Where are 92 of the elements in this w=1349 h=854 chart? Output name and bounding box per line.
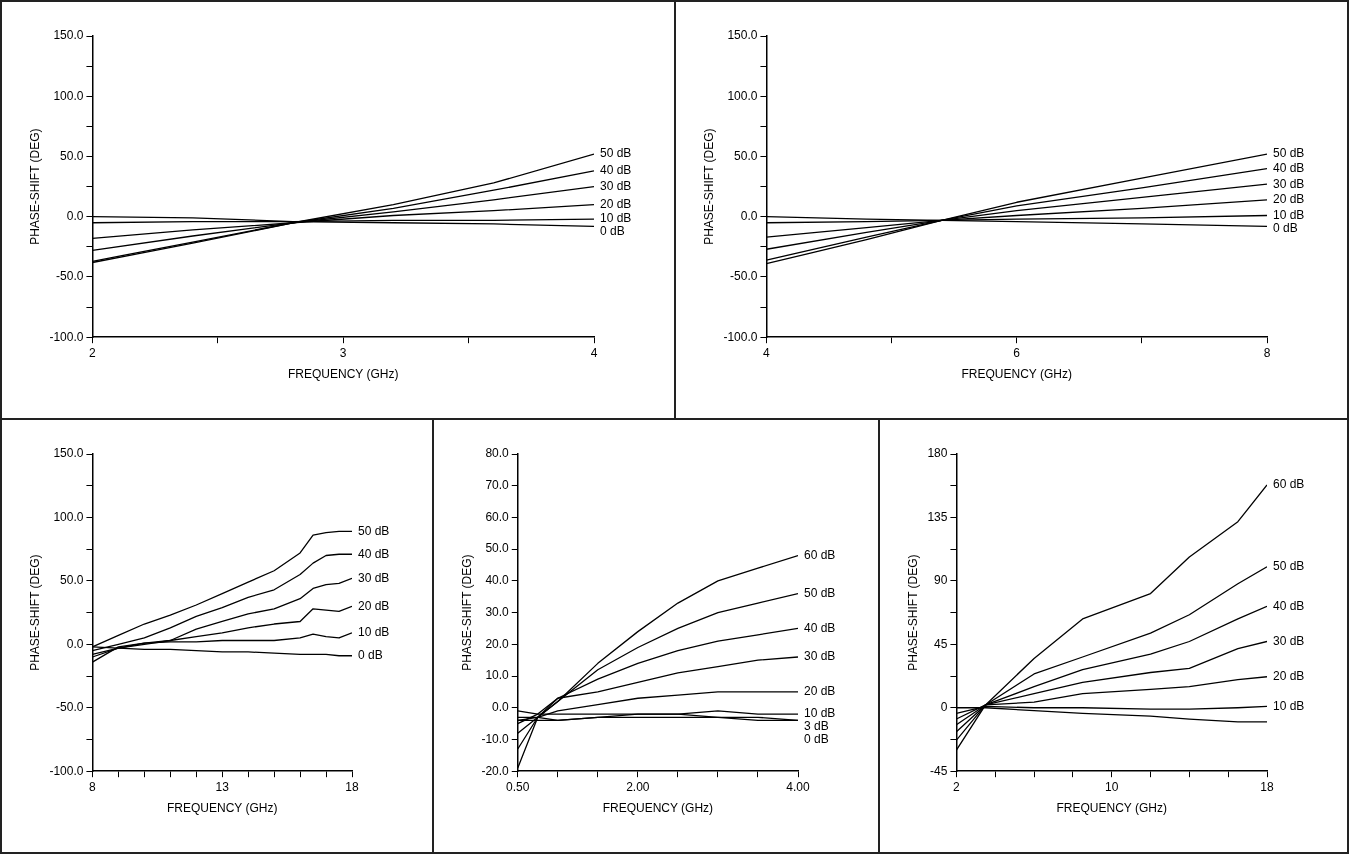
y-tick-label: -20.0 xyxy=(481,763,510,778)
x-tick-label: 3 xyxy=(339,345,347,360)
series-label: 20 dB xyxy=(804,684,836,699)
series-label: 10 dB xyxy=(1273,207,1305,222)
x-tick-label: 0.50 xyxy=(506,779,530,794)
y-tick-label: 30.0 xyxy=(485,604,510,619)
y-tick-label: -50.0 xyxy=(56,269,84,284)
series-label: 30 dB xyxy=(804,649,836,664)
series-label: 60 dB xyxy=(804,547,836,562)
y-tick-label: 80.0 xyxy=(485,446,510,461)
y-tick-label: 20.0 xyxy=(485,636,510,651)
y-tick-label: -100.0 xyxy=(49,329,84,344)
y-tick-label: 50.0 xyxy=(60,148,84,163)
x-tick-label: 6 xyxy=(1013,345,1021,360)
y-tick-label: -50.0 xyxy=(730,269,758,284)
series-label: 20 dB xyxy=(1273,192,1305,207)
series-label: 50 dB xyxy=(1273,559,1305,574)
series-label: 40 dB xyxy=(1273,160,1305,175)
y-tick-label: 100.0 xyxy=(53,509,84,524)
x-tick-label: 8 xyxy=(89,779,97,794)
y-tick-label: -50.0 xyxy=(56,700,84,715)
series-label: 10 dB xyxy=(1273,698,1305,713)
y-tick-label: -45 xyxy=(930,763,948,778)
series-label: 3 dB xyxy=(804,719,829,734)
x-axis-title: FREQUENCY (GHz) xyxy=(961,367,1072,382)
y-tick-label: 70.0 xyxy=(485,478,510,493)
y-tick-label: 40.0 xyxy=(485,573,510,588)
series-label: 10 dB xyxy=(804,706,836,721)
series-label: 0 dB xyxy=(1273,220,1298,235)
series-label: 20 dB xyxy=(358,598,390,613)
y-tick-label: 0.0 xyxy=(492,700,510,715)
y-tick-label: 90 xyxy=(934,573,948,588)
y-tick-label: 180 xyxy=(927,446,948,461)
x-tick-label: 2 xyxy=(89,345,97,360)
y-tick-label: 50.0 xyxy=(60,573,84,588)
y-tick-label: 100.0 xyxy=(53,88,84,103)
x-axis-title: FREQUENCY (GHz) xyxy=(1056,801,1167,816)
series-label: 50 dB xyxy=(600,146,632,161)
x-tick-label: 4.00 xyxy=(786,779,810,794)
y-axis-title: PHASE-SHIFT (DEG) xyxy=(905,554,920,671)
x-tick-label: 4 xyxy=(590,345,598,360)
series-label: 50 dB xyxy=(358,523,390,538)
series-label: 30 dB xyxy=(600,178,632,193)
series-label: 50 dB xyxy=(1273,146,1305,161)
x-tick-label: 13 xyxy=(215,779,230,794)
series-label: 40 dB xyxy=(600,163,632,178)
x-axis-title: FREQUENCY (GHz) xyxy=(166,801,278,816)
series-label: 0 dB xyxy=(804,732,829,747)
y-tick-label: 50.0 xyxy=(734,148,758,163)
x-axis-title: FREQUENCY (GHz) xyxy=(602,801,714,816)
series-label: 50 dB xyxy=(804,585,836,600)
series-label: 20 dB xyxy=(600,196,632,211)
series-label: 0 dB xyxy=(358,648,383,663)
y-tick-label: 45 xyxy=(934,636,948,651)
series-label: 40 dB xyxy=(1273,598,1305,613)
x-tick-label: 4 xyxy=(763,345,771,360)
series-label: 40 dB xyxy=(804,620,836,635)
y-tick-label: -100.0 xyxy=(723,329,758,344)
y-tick-label: 60.0 xyxy=(485,509,510,524)
series-label: 40 dB xyxy=(358,546,390,561)
y-tick-label: -10.0 xyxy=(481,731,510,746)
y-tick-label: 150.0 xyxy=(727,28,758,43)
y-tick-label: 50.0 xyxy=(485,541,510,556)
x-tick-label: 2.00 xyxy=(626,779,650,794)
y-tick-label: 0.0 xyxy=(66,636,84,651)
y-tick-label: 100.0 xyxy=(727,88,758,103)
y-tick-label: 150.0 xyxy=(53,28,84,43)
series-label: 0 dB xyxy=(600,224,625,239)
x-tick-label: 18 xyxy=(1260,779,1274,794)
y-tick-label: 0 xyxy=(940,700,948,715)
series-label: 30 dB xyxy=(358,570,390,585)
y-axis-title: PHASE-SHIFT (DEG) xyxy=(27,554,42,671)
y-tick-label: 10.0 xyxy=(485,668,510,683)
series-label: 30 dB xyxy=(1273,176,1305,191)
y-tick-label: 0.0 xyxy=(66,209,84,224)
y-tick-label: 135 xyxy=(927,509,948,524)
x-tick-label: 10 xyxy=(1105,779,1119,794)
y-axis-title: PHASE-SHIFT (DEG) xyxy=(459,554,474,671)
x-tick-label: 18 xyxy=(345,779,359,794)
series-label: 30 dB xyxy=(1273,633,1305,648)
y-tick-label: -100.0 xyxy=(49,763,84,778)
y-tick-label: 0.0 xyxy=(740,209,758,224)
series-label: 20 dB xyxy=(1273,669,1305,684)
series-label: 10 dB xyxy=(358,625,390,640)
x-axis-title: FREQUENCY (GHz) xyxy=(287,367,399,382)
series-label: 10 dB xyxy=(600,211,632,226)
x-tick-label: 8 xyxy=(1263,345,1271,360)
series-label: 60 dB xyxy=(1273,477,1305,492)
y-axis-title: PHASE-SHIFT (DEG) xyxy=(27,128,42,245)
y-axis-title: PHASE-SHIFT (DEG) xyxy=(701,128,716,245)
x-tick-label: 2 xyxy=(953,779,961,794)
y-tick-label: 150.0 xyxy=(53,446,84,461)
